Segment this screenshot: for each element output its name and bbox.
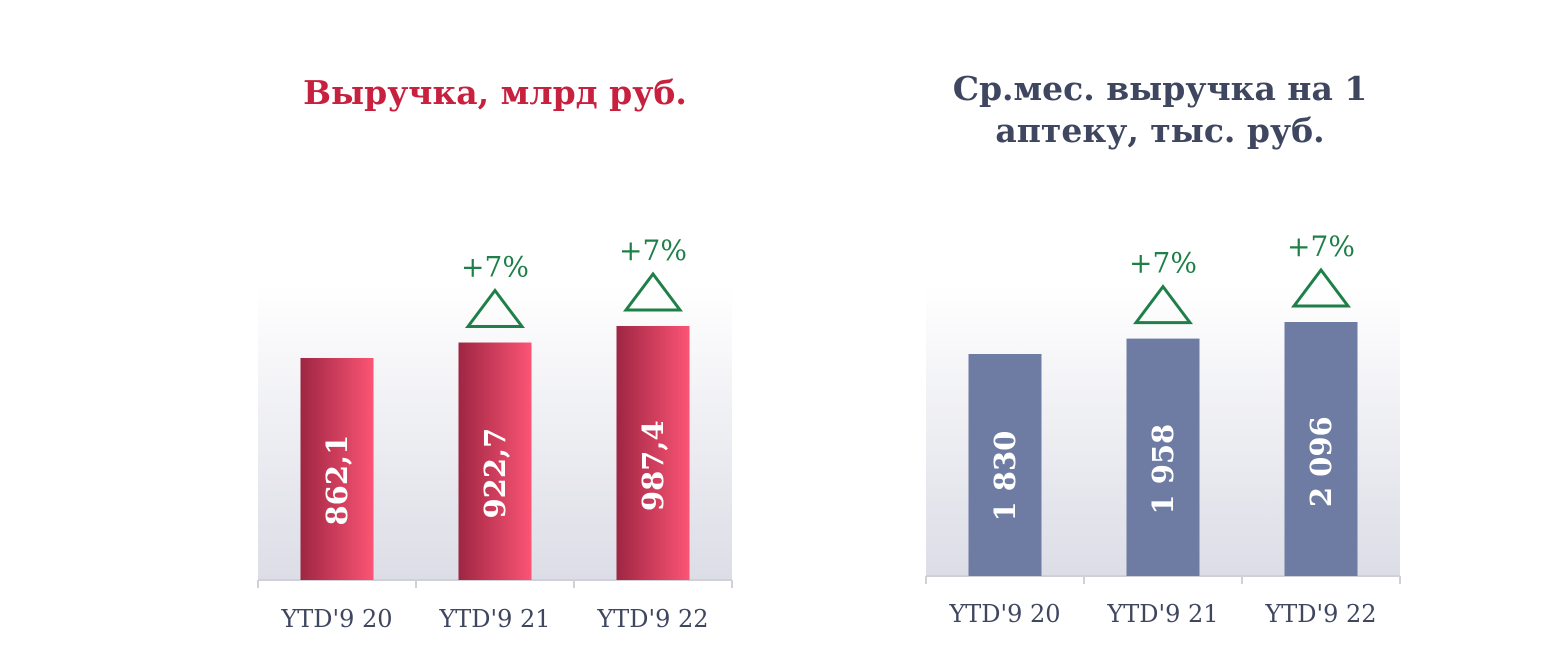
bar-value-label: 862,1 bbox=[320, 435, 354, 526]
bar bbox=[458, 342, 532, 580]
category-label: YTD'9 21 bbox=[1106, 600, 1218, 628]
bar bbox=[1284, 322, 1358, 576]
triangle-up-outline-icon bbox=[623, 271, 683, 312]
category-label: YTD'9 22 bbox=[596, 605, 708, 633]
bar-value-label: 1 958 bbox=[1146, 424, 1180, 515]
bar bbox=[1126, 338, 1200, 576]
growth-label: +7% bbox=[1287, 230, 1355, 263]
avg-monthly-revenue-bar-chart: 1 830 YTD'9 20 1 958 YTD'9 21 +7% 2 096 YTD'9 … bbox=[925, 230, 1401, 628]
bar-value-label: 922,7 bbox=[478, 428, 512, 519]
growth-label: +7% bbox=[619, 234, 687, 267]
bar bbox=[616, 326, 690, 580]
chart-title-revenue: Выручка, млрд руб. bbox=[303, 73, 687, 112]
bar-value-label: 2 096 bbox=[1304, 416, 1338, 507]
growth-label: +7% bbox=[461, 251, 529, 284]
triangle-up-outline-icon bbox=[1291, 267, 1351, 308]
chart-title-avg-monthly-revenue: Ср.мес. выручка на 1 аптеку, тыс. руб. bbox=[952, 69, 1368, 150]
triangle-up-outline-icon bbox=[465, 288, 525, 329]
category-label: YTD'9 21 bbox=[438, 605, 550, 633]
bar-value-label: 987,4 bbox=[636, 420, 670, 511]
bar bbox=[300, 358, 374, 580]
category-label: YTD'9 20 bbox=[948, 600, 1060, 628]
bar bbox=[968, 354, 1042, 576]
category-label: YTD'9 20 bbox=[280, 605, 392, 633]
triangle-up-outline-icon bbox=[1133, 284, 1193, 325]
bar-value-label: 1 830 bbox=[988, 431, 1022, 522]
growth-label: +7% bbox=[1129, 247, 1197, 280]
category-label: YTD'9 22 bbox=[1264, 600, 1376, 628]
revenue-bar-chart: 862,1 YTD'9 20 922,7 YTD'9 21 +7% 987,4 YTD'9 … bbox=[257, 234, 733, 633]
